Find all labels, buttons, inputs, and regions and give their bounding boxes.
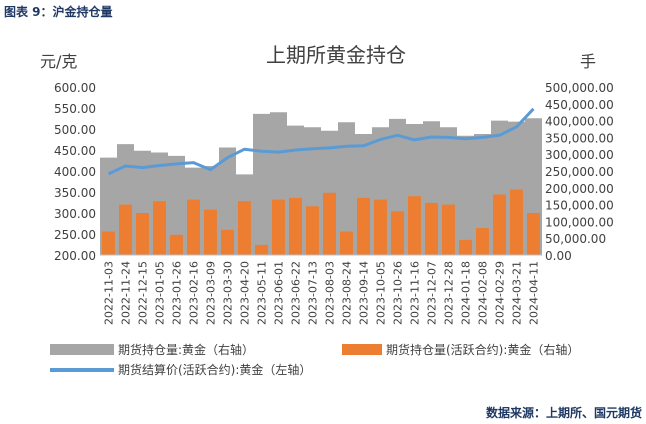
right-axis-tick-label: 0.00	[545, 249, 572, 263]
right-axis-tick-label: 400,000.00	[545, 115, 614, 129]
x-axis-tick-label: 2023-07-13	[307, 261, 320, 325]
active-open-interest-bar	[272, 199, 285, 255]
active-open-interest-bar	[221, 229, 234, 255]
x-axis-tick-label: 2022-11-03	[103, 261, 116, 325]
x-axis-tick-label: 2023-03-30	[222, 261, 235, 325]
right-axis-tick-label: 450,000.00	[545, 98, 614, 112]
legend-label-active-oi: 期货持仓量(活跃合约):黄金（右轴）	[386, 342, 579, 357]
left-axis-tick-label: 550.00	[54, 102, 96, 116]
left-axis-unit: 元/克	[40, 52, 77, 71]
x-axis-tick-label: 2023-06-22	[290, 261, 303, 325]
x-axis-tick-label: 2022-11-24	[120, 261, 133, 325]
active-open-interest-bar	[510, 189, 523, 255]
x-axis-tick-label: 2023-10-05	[375, 261, 388, 325]
x-axis-tick-label: 2023-12-28	[443, 261, 456, 325]
x-axis-tick-label: 2023-08-03	[324, 261, 337, 325]
active-open-interest-bar	[306, 206, 319, 255]
active-open-interest-bar	[204, 209, 217, 255]
right-axis-tick-label: 100,000.00	[545, 215, 614, 229]
left-axis-tick-label: 500.00	[54, 123, 96, 137]
x-axis-tick-label: 2023-03-09	[205, 261, 218, 325]
right-axis-tick-label: 500,000.00	[545, 81, 614, 95]
right-axis-tick-label: 150,000.00	[545, 199, 614, 213]
active-open-interest-bar	[170, 234, 183, 255]
x-axis-tick-label: 2024-04-11	[528, 261, 541, 325]
x-axis-tick-label: 2024-02-08	[477, 261, 490, 325]
x-axis-tick-label: 2023-09-14	[358, 261, 371, 325]
active-open-interest-bar	[493, 194, 506, 255]
active-open-interest-bar	[289, 197, 302, 255]
active-open-interest-bar	[476, 228, 489, 255]
legend-swatch-total-oi	[50, 344, 114, 355]
chart-title: 上期所黄金持仓	[266, 43, 406, 67]
x-axis-tick-label: 2024-03-21	[511, 261, 524, 325]
data-source: 数据来源：上期所、国元期货	[485, 406, 642, 420]
x-axis-tick-label: 2023-08-24	[341, 261, 354, 325]
left-axis-tick-label: 450.00	[54, 144, 96, 158]
active-open-interest-bar	[255, 244, 268, 255]
active-open-interest-bar	[374, 199, 387, 255]
active-open-interest-bar	[136, 213, 149, 255]
x-axis-tick-label: 2023-12-07	[426, 261, 439, 325]
right-axis-tick-label: 50,000.00	[545, 232, 606, 246]
open-interest-chart: 上期所黄金持仓 元/克 手 600.00 550.00 500.00 450.00 40…	[40, 43, 614, 377]
active-open-interest-bar	[459, 239, 472, 255]
x-axis-tick-label: 2024-02-29	[494, 261, 507, 325]
left-axis-tick-label: 400.00	[54, 165, 96, 179]
settlement-price-line	[107, 107, 535, 176]
active-open-interest-bar	[340, 231, 353, 255]
active-open-interest-bar	[425, 202, 438, 255]
active-open-interest-bar	[442, 204, 455, 255]
active-open-interest-bar	[153, 201, 166, 255]
left-axis-tick-label: 600.00	[54, 81, 96, 95]
x-axis-tick-label: 2023-02-16	[188, 261, 201, 325]
total-open-interest-area	[100, 112, 542, 255]
active-open-interest-bar	[323, 192, 336, 255]
right-axis-tick-label: 200,000.00	[545, 182, 614, 196]
chart-panel: 上期所黄金持仓 元/克 手 600.00 550.00 500.00 450.00 40…	[30, 22, 622, 382]
right-axis-unit: 手	[580, 52, 596, 71]
active-open-interest-bar	[102, 231, 115, 255]
left-axis-tick-label: 300.00	[54, 207, 96, 221]
legend-swatch-active-oi	[342, 344, 382, 355]
figure-caption: 图表 9：沪金持仓量	[4, 5, 113, 19]
x-axis-tick-label: 2023-05-11	[256, 261, 269, 325]
right-axis-tick-label: 350,000.00	[545, 131, 614, 145]
legend-label-price: 期货结算价(活跃合约):黄金（左轴）	[118, 362, 311, 377]
right-axis-tick-label: 300,000.00	[545, 148, 614, 162]
active-open-interest-bar	[527, 213, 540, 255]
active-open-interest-bar	[238, 201, 251, 255]
x-axis-tick-label: 2022-12-15	[137, 261, 150, 325]
left-axis-tick-label: 350.00	[54, 186, 96, 200]
x-axis-tick-label: 2023-01-05	[154, 261, 167, 325]
active-open-interest-bar	[187, 199, 200, 255]
x-axis-tick-label: 2023-11-16	[409, 261, 422, 325]
x-axis-tick-label: 2023-06-01	[273, 261, 286, 325]
right-axis-tick-label: 250,000.00	[545, 165, 614, 179]
x-axis-tick-label: 2023-04-20	[239, 261, 252, 325]
legend-label-total-oi: 期货持仓量:黄金（右轴）	[118, 342, 254, 357]
left-axis-tick-label: 200.00	[54, 249, 96, 263]
active-open-interest-bar	[391, 211, 404, 255]
x-axis-tick-label: 2023-01-26	[171, 261, 184, 325]
active-open-interest-bar	[357, 197, 370, 255]
active-open-interest-bar	[119, 204, 132, 255]
active-open-interest-bar	[408, 196, 421, 255]
left-axis-tick-label: 250.00	[54, 228, 96, 242]
x-axis-tick-label: 2024-01-18	[460, 261, 473, 325]
x-axis-tick-label: 2023-10-26	[392, 261, 405, 325]
